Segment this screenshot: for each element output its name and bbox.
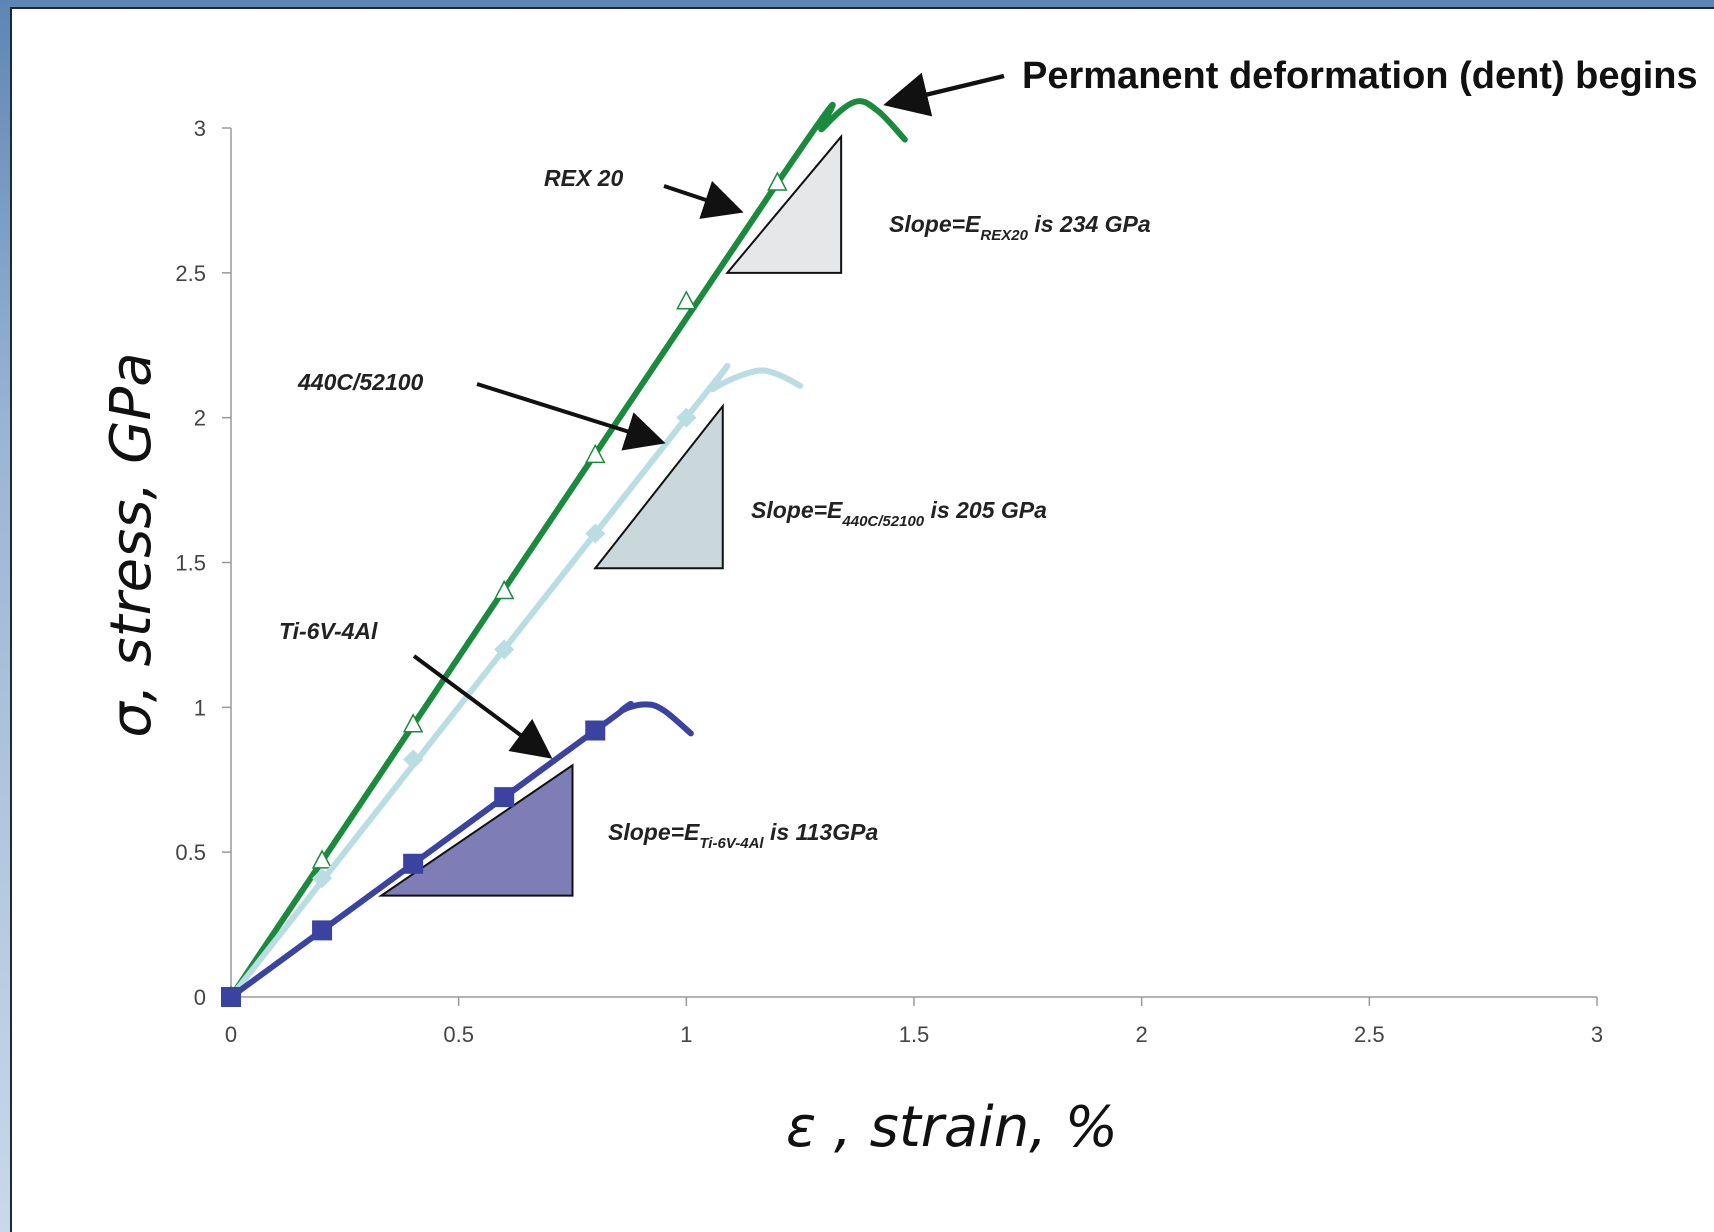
x-tick-label: 3 (1591, 1022, 1603, 1047)
y-tick-label: 2 (194, 406, 206, 431)
slope-triangle (378, 763, 574, 897)
y-tick-label: 1 (194, 695, 206, 720)
data-point (585, 720, 606, 741)
series-line (228, 700, 694, 1000)
y-tick-label: 1.5 (175, 551, 206, 576)
ti-label: Ti-6V-4Al (279, 618, 378, 644)
y-tick-label: 2.5 (175, 261, 206, 286)
x-tick-label: 1.5 (899, 1022, 930, 1047)
series (221, 700, 694, 1007)
x-tick-label: 1 (680, 1022, 692, 1047)
data-point (403, 749, 424, 770)
c440-label: 440C/52100 (297, 369, 424, 395)
series-group (220, 98, 908, 1007)
data-point (221, 987, 241, 1007)
slope-triangles (378, 133, 843, 897)
headline-arrow (883, 72, 1005, 117)
data-point (494, 639, 515, 660)
rex20-label: REX 20 (544, 165, 623, 191)
series-line (228, 98, 908, 1000)
slope-triangle (593, 403, 724, 570)
x-tick-label: 2.5 (1354, 1022, 1385, 1047)
tick-group: 0 0.5 1 1.5 2 2.5 3 0 0.5 1 1.5 2 2.5 3 (175, 116, 1603, 1047)
x-tick-label: 0 (225, 1022, 237, 1047)
ti-arrow (412, 654, 553, 759)
data-point (676, 407, 697, 428)
c440-slope-label: Slope=E440C/52100 is 205 GPa (751, 497, 1047, 530)
data-point (585, 443, 606, 464)
y-tick-label: 0.5 (175, 840, 206, 865)
headline-annotation: Permanent deformation (dent) begins (1022, 55, 1698, 97)
c440-arrow (476, 382, 666, 451)
x-axis-title: ε , strain, % (786, 1095, 1118, 1160)
data-point (493, 579, 515, 600)
data-point (494, 787, 515, 808)
y-tick-label: 3 (194, 116, 206, 141)
x-tick-label: 2 (1136, 1022, 1148, 1047)
y-axis-title: σ, stress, GPa (99, 352, 164, 737)
data-point (402, 713, 424, 733)
slope-triangle (725, 133, 843, 274)
data-point (311, 849, 333, 869)
rex20-arrow (663, 180, 744, 219)
rex20-slope-label: Slope=EREX20 is 234 GPa (889, 211, 1151, 244)
data-point (403, 853, 424, 874)
data-point (312, 868, 333, 889)
chart-frame (10, 7, 1714, 1232)
data-point (676, 290, 697, 310)
data-point (585, 523, 606, 544)
x-tick-label: 0.5 (443, 1022, 474, 1047)
data-point (312, 920, 333, 941)
ti-slope-label: Slope=ETi-6V-4Al is 113GPa (608, 819, 878, 852)
y-tick-label: 0 (194, 985, 206, 1010)
data-point (767, 171, 788, 191)
